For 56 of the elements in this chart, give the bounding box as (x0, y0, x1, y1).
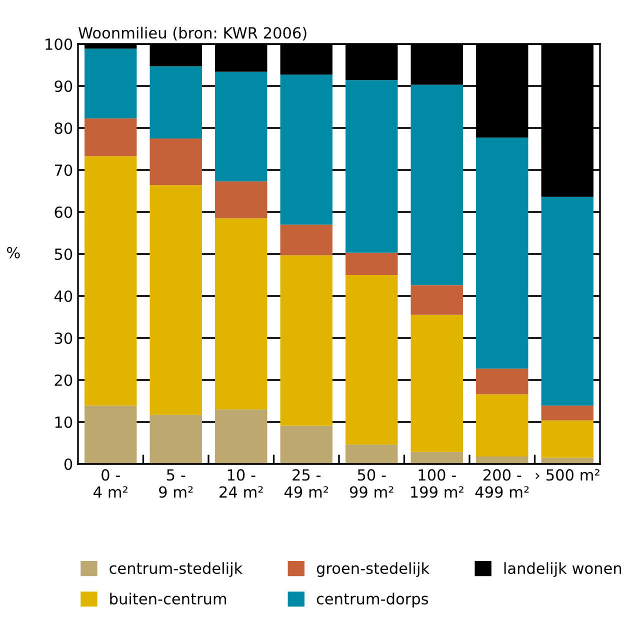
legend-label: centrum-dorps (316, 592, 428, 608)
bar (476, 394, 528, 456)
bar (346, 275, 398, 445)
bar (410, 452, 463, 464)
bar (476, 138, 528, 369)
y-tick-label: 60 (54, 206, 72, 218)
bar (541, 420, 594, 458)
bar (280, 255, 332, 426)
y-tick-label: 80 (54, 122, 72, 134)
bar (84, 406, 137, 464)
bar (84, 118, 137, 156)
y-axis-title: % (7, 246, 20, 258)
bar (280, 74, 332, 225)
legend-label: landelijk wonen (504, 562, 622, 577)
bar (541, 406, 594, 420)
x-tick-label: 200 - 499 m² (475, 469, 529, 498)
bar (280, 426, 332, 464)
bar (215, 72, 268, 182)
x-tick-label: 0 - 4 m² (94, 469, 128, 498)
chart-title: Woonmilieu (bron: KWR 2006) (78, 26, 306, 40)
x-tick-label: 100 - 199 m² (411, 469, 464, 498)
y-tick-label: 50 (54, 248, 72, 260)
y-tick-label: 30 (54, 332, 72, 344)
y-tick-label: 0 (64, 458, 72, 470)
x-tick-label: 5 - 9 m² (159, 469, 193, 498)
bar (410, 84, 463, 286)
x-tick-label: › 500 m² (536, 469, 600, 481)
bar (476, 368, 528, 394)
x-tick-label: 10 - 24 m² (220, 469, 263, 498)
legend-label: groen-stedelijk (316, 562, 430, 577)
bar (215, 409, 268, 464)
bar (346, 444, 398, 464)
y-tick-label: 40 (54, 290, 72, 302)
bar (346, 80, 398, 253)
bar (150, 66, 202, 138)
y-tick-label: 100 (46, 38, 72, 50)
bar (84, 156, 137, 406)
bar (150, 185, 202, 415)
x-tick-label: 50 - 99 m² (350, 469, 394, 498)
bar (280, 224, 332, 256)
y-tick-label: 20 (54, 374, 72, 386)
bar (150, 414, 202, 464)
legend-label: centrum-stedelijk (110, 562, 243, 577)
bar (84, 48, 137, 118)
bar (541, 196, 594, 406)
bar (150, 138, 202, 186)
y-tick-label: 70 (54, 164, 72, 176)
x-tick-label: 25 - 49 m² (284, 469, 328, 498)
bar (410, 314, 463, 452)
y-tick-label: 90 (54, 80, 72, 92)
bar (215, 181, 268, 218)
bar (215, 218, 268, 410)
bar (346, 252, 398, 275)
bar (410, 285, 463, 315)
y-tick-label: 10 (55, 416, 72, 428)
legend-label: buiten-centrum (110, 592, 226, 605)
